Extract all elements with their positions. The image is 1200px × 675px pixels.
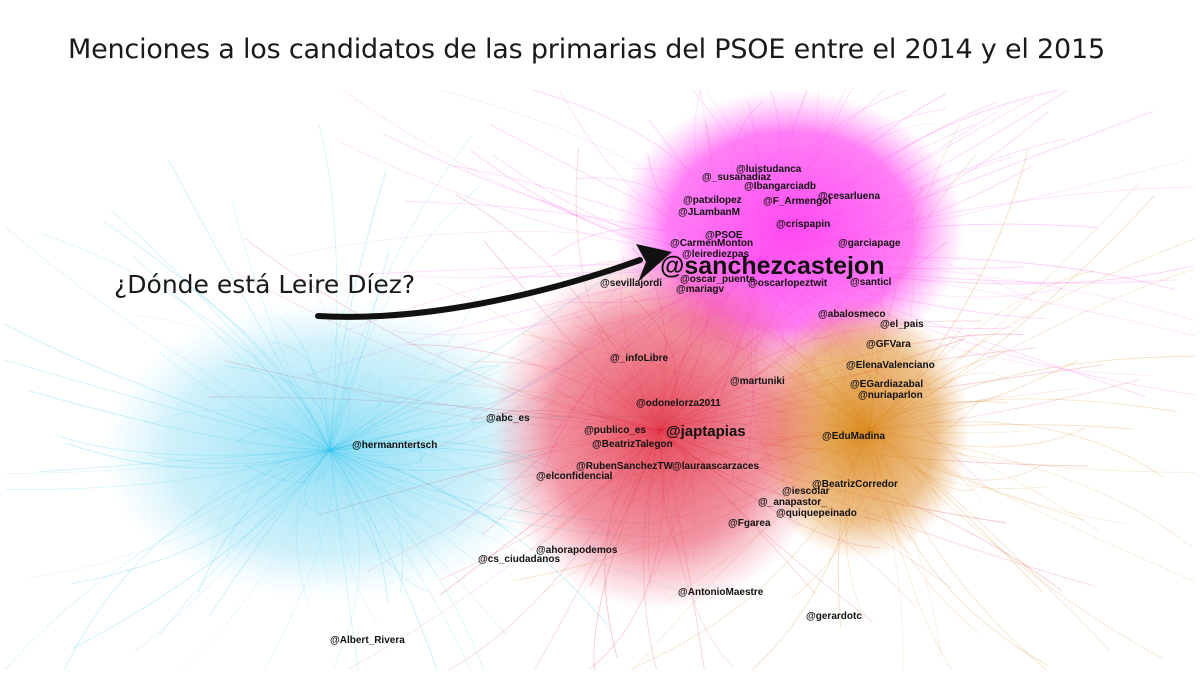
node-label-antoniomaestre: @AntonioMaestre <box>678 587 764 598</box>
node-label-martuniki: @martuniki <box>730 376 785 387</box>
node-label-hermanntertsch: @hermanntertsch <box>352 440 437 451</box>
annotation-arrow-head <box>636 244 672 282</box>
node-label-odonelorza: @odonelorza2011 <box>636 398 721 409</box>
node-label-ahorapodemos: @ahorapodemos <box>536 545 618 556</box>
node-label-sevillajordi: @sevillajordi <box>600 278 662 289</box>
node-label-csciudadanos: @cs_ciudadanos <box>478 554 560 565</box>
node-label-elconfidencial: @elconfidencial <box>536 471 613 482</box>
node-label-nuriaparlon: @nuriaparlon <box>858 390 923 401</box>
node-label-cesarluena: @cesarluena <box>818 191 880 202</box>
node-label-patxilopez: @patxilopez <box>683 195 742 206</box>
node-label-anapastor: @_anapastor_ <box>758 497 827 508</box>
node-label-elpais: @el_pais <box>880 319 924 330</box>
node-label-santicl: @santicl <box>850 277 892 288</box>
node-labels: @luistudanca@_susanadiaz@Ibangarciadb@ce… <box>330 164 935 646</box>
node-label-quiquepeinado: @quiquepeinado <box>776 508 857 519</box>
node-label-fgarea: @Fgarea <box>728 518 771 529</box>
node-label-elenavalenciano: @ElenaValenciano <box>846 360 935 371</box>
chart-title: Menciones a los candidatos de las primar… <box>68 34 1105 65</box>
node-label-oscarlopeztwit: @oscarlopeztwit <box>748 278 828 289</box>
blue-cluster <box>100 300 560 600</box>
node-label-abces: @abc_es <box>486 413 530 424</box>
node-label-gfvara: @GFVara <box>866 339 911 350</box>
node-label-leiredizpas: @leirediezpas <box>682 249 749 260</box>
node-label-iescolar: @iescolar <box>782 486 830 497</box>
node-label-rubensanchez: @RubenSanchezTW <box>576 461 674 472</box>
node-label-susanadiaz: @_susanadiaz <box>702 172 771 183</box>
node-label-sanchezcastejon: @sanchezcastejon <box>660 252 884 280</box>
node-label-oscarpuente: @oscar_puente_ <box>680 274 761 285</box>
node-label-mariagv: @mariagv <box>676 284 725 295</box>
annotation-text: ¿Dónde está Leire Díez? <box>114 270 416 299</box>
node-label-crispapin: @crispapin <box>776 219 830 230</box>
node-label-luistudanca: @luistudanca <box>736 164 802 175</box>
node-label-infolibre: @_infoLibre <box>610 353 669 364</box>
node-label-japtapias: @japtapias <box>666 423 746 440</box>
node-label-farmengol: @F_Armengol <box>763 196 831 207</box>
node-label-edumadina: @EduMadina <box>822 431 886 442</box>
node-label-jlambanm: @JLambanM <box>678 207 740 218</box>
node-label-gerardotc: @gerardotc <box>806 611 862 622</box>
node-label-albertrivera: @Albert_Rivera <box>330 635 405 646</box>
annotation-arrow <box>315 257 643 320</box>
node-label-lauraescarzaces: @lauraascarzaces <box>672 461 759 472</box>
node-label-egardiazabal: @EGardiazabal <box>850 379 923 390</box>
node-label-psoe: @PSOE <box>705 230 743 241</box>
cluster-layer <box>100 90 970 610</box>
node-label-publicoes: @publico_es <box>584 425 646 436</box>
node-label-carmenmonton: @CarmenMonton <box>670 238 753 249</box>
node-label-beatrizcorredor: @BeatrizCorredor <box>812 479 898 490</box>
node-label-garciapage: @garciapage <box>838 238 901 249</box>
node-label-abalosmeco: @abalosmeco <box>818 309 886 320</box>
node-label-ibangarciadb: @Ibangarciadb <box>744 181 816 192</box>
red-cluster <box>490 250 830 610</box>
node-label-beatriztalegon: @BeatrizTalegon <box>592 439 673 450</box>
